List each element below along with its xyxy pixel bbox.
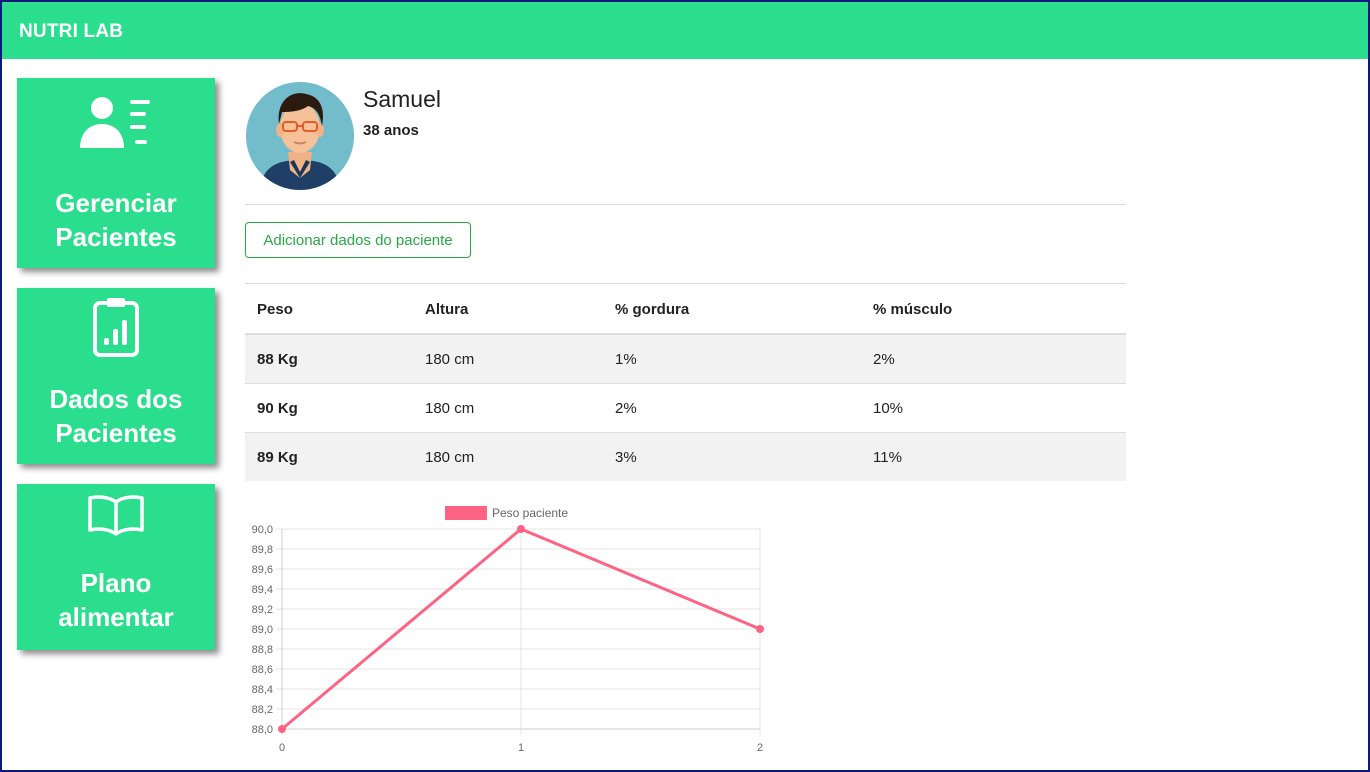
cell-height: 180 cm xyxy=(413,333,603,384)
patient-data-table: Peso Altura % gordura % músculo 88 Kg 18… xyxy=(245,286,1126,481)
y-tick-label: 88,6 xyxy=(252,664,273,676)
legend-label: Peso paciente xyxy=(492,506,568,520)
add-patient-data-button[interactable]: Adicionar dados do paciente xyxy=(245,222,471,258)
data-point xyxy=(278,725,286,733)
manage-patients-icon xyxy=(17,96,215,152)
cell-weight: 88 Kg xyxy=(245,333,413,384)
table-row: 88 Kg 180 cm 1% 2% xyxy=(245,333,1126,384)
open-book-icon xyxy=(17,494,215,536)
y-tick-label: 89,8 xyxy=(252,544,273,556)
cell-height: 180 cm xyxy=(413,383,603,433)
y-tick-label: 89,6 xyxy=(252,564,273,576)
cell-muscle: 11% xyxy=(861,432,1126,481)
cell-muscle: 2% xyxy=(861,333,1126,384)
cell-fat: 2% xyxy=(603,383,861,433)
divider xyxy=(245,204,1126,205)
weight-chart: 90,0 89,8 89,6 89,4 89,2 89,0 88,8 88,6 88,4 88,2… xyxy=(245,502,785,769)
sidebar-item-manage-patients[interactable]: Gerenciar Pacientes xyxy=(17,78,215,268)
cell-weight: 90 Kg xyxy=(245,383,413,433)
column-header-fat: % gordura xyxy=(603,286,861,335)
patient-avatar xyxy=(246,82,354,190)
clipboard-chart-icon xyxy=(17,296,215,358)
x-tick-label: 1 xyxy=(518,742,524,754)
sidebar-item-patient-data[interactable]: Dados dos Pacientes xyxy=(17,288,215,464)
sidebar-item-label: Gerenciar Pacientes xyxy=(55,188,177,252)
sidebar-item-label: Dados dos Pacientes xyxy=(49,384,183,448)
cell-muscle: 10% xyxy=(861,383,1126,433)
sidebar-item-meal-plan[interactable]: Plano alimentar xyxy=(17,484,215,650)
y-tick-label: 90,0 xyxy=(252,524,273,536)
y-tick-label: 89,4 xyxy=(252,584,273,596)
column-header-weight: Peso xyxy=(245,286,413,335)
y-tick-label: 89,0 xyxy=(252,624,273,636)
legend-swatch xyxy=(445,506,487,520)
column-header-height: Altura xyxy=(413,286,603,335)
weight-line-chart: 90,0 89,8 89,6 89,4 89,2 89,0 88,8 88,6 88,4 88,2… xyxy=(252,506,764,754)
y-tick-label: 88,4 xyxy=(252,684,273,696)
cell-fat: 3% xyxy=(603,432,861,481)
table-row: 89 Kg 180 cm 3% 11% xyxy=(245,432,1126,481)
table-row: 90 Kg 180 cm 2% 10% xyxy=(245,383,1126,433)
column-header-muscle: % músculo xyxy=(861,286,1126,335)
cell-weight: 89 Kg xyxy=(245,432,413,481)
y-tick-label: 88,8 xyxy=(252,644,273,656)
brand-title[interactable]: NUTRI LAB xyxy=(19,21,124,42)
y-tick-label: 88,2 xyxy=(252,704,273,716)
cell-fat: 1% xyxy=(603,333,861,384)
y-tick-label: 88,0 xyxy=(252,724,273,736)
patient-age: 38 anos xyxy=(363,122,419,139)
top-navbar: NUTRI LAB xyxy=(2,2,1368,59)
x-tick-label: 2 xyxy=(757,742,763,754)
table-header-row: Peso Altura % gordura % músculo xyxy=(245,286,1126,335)
x-tick-label: 0 xyxy=(279,742,285,754)
sidebar-item-label: Plano alimentar xyxy=(58,568,174,632)
cell-height: 180 cm xyxy=(413,432,603,481)
divider xyxy=(245,283,1126,284)
y-tick-label: 89,2 xyxy=(252,604,273,616)
patient-name: Samuel xyxy=(363,86,441,112)
data-point xyxy=(756,625,764,633)
data-point xyxy=(517,525,525,533)
